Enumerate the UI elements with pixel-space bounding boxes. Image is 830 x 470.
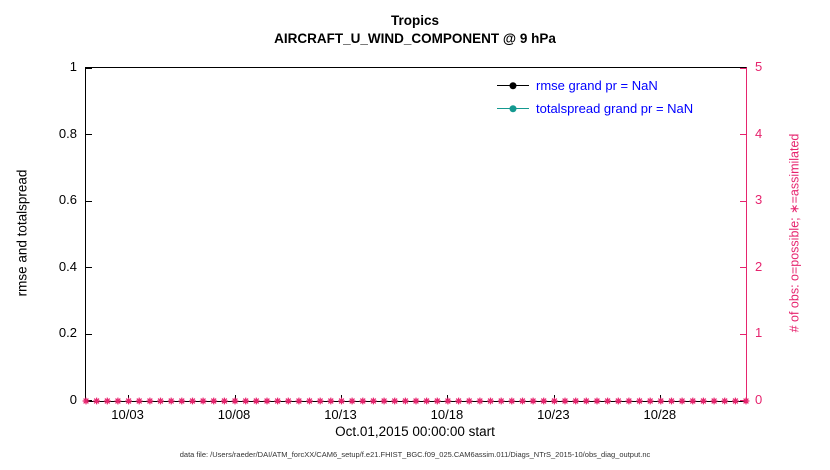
right-y-tick [740,399,746,401]
rmse-line-marker-icon [497,81,529,89]
title-block: Tropics AIRCRAFT_U_WIND_COMPONENT @ 9 hP… [85,12,745,48]
right-y-tick [740,68,746,69]
data-file-caption: data file: /Users/raeder/DAI/ATM_forcXX/… [179,450,651,459]
left-y-tick-label: 0.8 [58,125,77,141]
legend-item-rmse: rmse grand pr = NaN [497,76,693,94]
totalspread-line-marker-icon [497,104,529,112]
x-tick-label: 10/08 [217,407,251,422]
left-y-tick [86,200,92,202]
left-y-tick-label: 0.2 [58,325,77,341]
right-y-tick-label: 5 [755,59,763,74]
left-y-tick-label: 0.6 [58,192,77,208]
right-y-tick-label: 0 [755,392,763,407]
x-tick-label: 10/13 [324,407,357,422]
chart-title: Tropics [390,13,439,28]
chart-subtitle: AIRCRAFT_U_WIND_COMPONENT @ 9 hPa [274,31,556,46]
assimilated-asterisk-marker [82,397,750,405]
right-y-tick [740,267,746,269]
right-y-tick-label: 1 [755,325,763,341]
x-axis-label: Oct.01,2015 00:00:00 start [335,424,495,439]
left-y-axis-label: rmse and totalspread [14,169,30,297]
left-y-tick [86,399,92,401]
x-tick-label: 10/03 [111,407,144,422]
left-y-tick [86,267,92,269]
left-y-tick [86,333,92,335]
right-y-tick [740,333,746,335]
left-y-tick [86,134,92,136]
x-tick-label: 10/28 [643,407,677,422]
left-y-tick-label: 0 [69,392,77,407]
x-tick-label: 10/23 [537,407,570,422]
plot-area [82,67,750,405]
left-y-tick-label: 0.4 [58,258,77,274]
obs-assimilated-markers [82,397,750,405]
right-y-tick [740,200,746,202]
legend-item-totalspread: totalspread grand pr = NaN [497,99,693,117]
legend-label-totalspread: totalspread grand pr = NaN [536,100,694,116]
left-y-tick-label: 1 [69,59,77,74]
left-y-tick [86,68,92,69]
right-y-axis-label: # of obs: o=possible; ∗=assimilated [787,133,802,333]
right-y-tick-label: 2 [755,258,763,274]
legend: rmse grand pr = NaN totalspread grand pr… [497,76,693,117]
legend-label-rmse: rmse grand pr = NaN [536,77,658,93]
right-y-tick-label: 4 [755,125,763,141]
right-y-tick-label: 3 [755,192,763,208]
x-tick-label: 10/18 [430,407,464,422]
right-y-tick [740,134,746,136]
